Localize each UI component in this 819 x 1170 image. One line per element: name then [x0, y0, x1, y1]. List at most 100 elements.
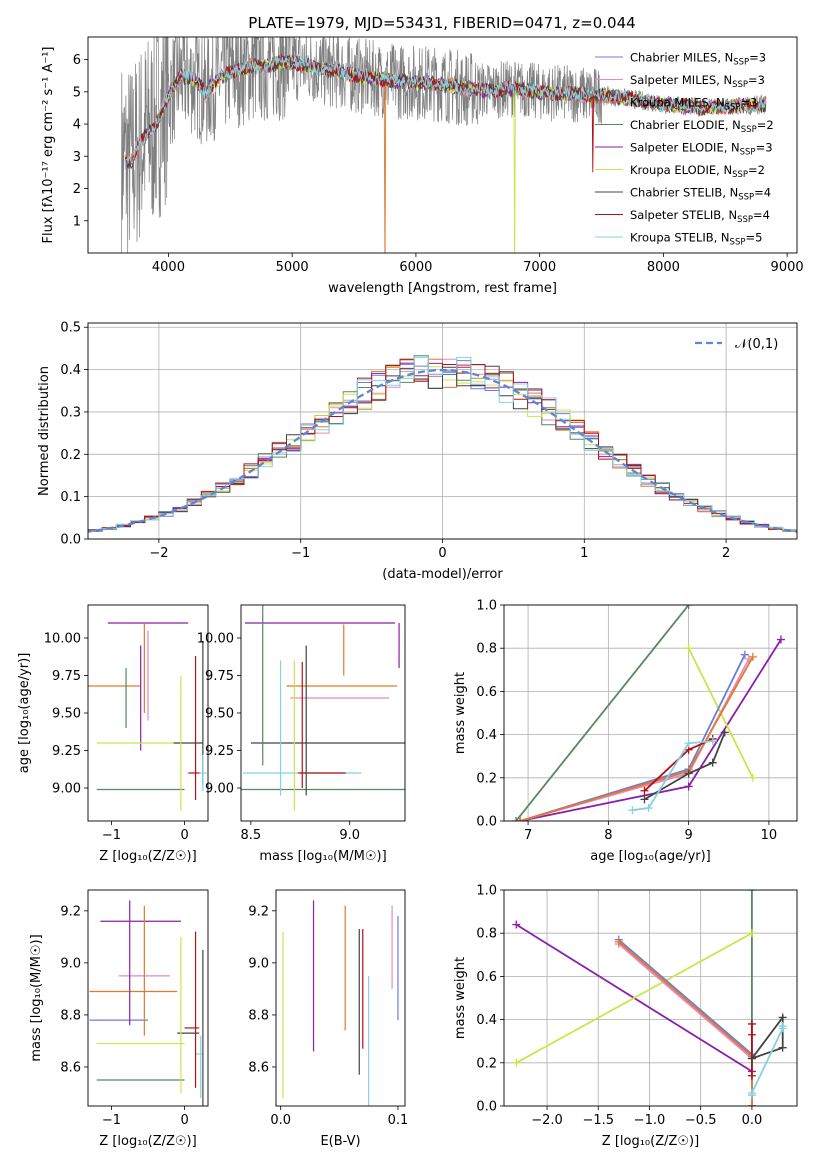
y-tick-label: 0.8: [476, 927, 497, 942]
weight-marker: [628, 806, 637, 815]
y-tick-label: 10.00: [44, 632, 81, 647]
histograms: [88, 355, 797, 534]
legend-label: Kroupa MILES, NSSP=3: [630, 96, 757, 113]
weight-marker: [640, 786, 649, 795]
weight-marker: [747, 1071, 756, 1080]
y-tick-label: 0.0: [60, 533, 81, 548]
errorbars: [88, 622, 207, 811]
weight-marker: [512, 920, 521, 929]
weight-lines: [512, 890, 787, 1106]
axes-frame: [240, 604, 406, 822]
legend-label: Salpeter ELODIE, NSSP=3: [630, 141, 773, 158]
mw_age-panel: 7 8 9 10 0.0 0.2 0.4 0.6 0.8 1.0 age [log₁₀(age/yr…: [453, 599, 798, 864]
x-tick-label: 0: [180, 828, 188, 843]
y-tick-label: 10.00: [197, 632, 234, 647]
errorbars: [241, 605, 405, 811]
weight-lines: [512, 605, 785, 821]
y-tick-label: 9.0: [248, 956, 269, 971]
weight-marker: [512, 1058, 521, 1067]
mass_ebv-panel: 0.0 0.1 8.6 8.8 9.0 9.2 E(B-V): [248, 889, 409, 1149]
weight-line: [515, 605, 690, 821]
x-tick-label: 1: [580, 546, 588, 561]
y-axis-label: age [log₁₀(age/yr)]: [17, 653, 32, 774]
y-tick-label: 0.5: [60, 321, 81, 336]
model-spectrum-salpeter_stelib: [124, 53, 767, 173]
x-tick-label: −1: [102, 828, 121, 843]
weight-marker: [684, 739, 693, 748]
panels: 4000 5000 6000 7000 8000 9000123456wavelength…: [17, 36, 804, 1149]
legend-label: Chabrier STELIB, NSSP=4: [630, 186, 771, 203]
histogram-kroupa_stelib: [88, 356, 797, 534]
y-tick-label: 9.25: [205, 744, 234, 759]
weight-marker: [708, 758, 717, 767]
y-tick-label: 9.75: [52, 669, 81, 684]
y-tick-label: 4: [73, 118, 81, 133]
weight-marker: [708, 737, 717, 746]
axes-frame: [503, 889, 798, 1107]
y-tick-label: 0.0: [476, 815, 497, 830]
x-tick-label: 9: [684, 828, 692, 843]
legend-label: Chabrier MILES, NSSP=3: [630, 51, 766, 68]
y-axis-label: mass weight: [453, 672, 468, 754]
weight-marker: [684, 605, 693, 609]
y-tick-label: 1.0: [476, 884, 497, 899]
x-axis-label: (data-model)/error: [382, 567, 503, 582]
weight-marker: [684, 769, 693, 778]
y-tick-label: 9.2: [248, 904, 269, 919]
weight-marker: [776, 635, 785, 644]
x-axis-label: Z [log₁₀(Z/Z☉)]: [99, 849, 196, 864]
y-tick-label: 0.4: [476, 728, 497, 743]
y-tick-label: 0.8: [476, 642, 497, 657]
y-tick-label: 1: [73, 214, 81, 229]
weight-line: [519, 639, 782, 821]
axes-frame: [87, 889, 209, 1107]
legend-label: Kroupa STELIB, NSSP=5: [630, 231, 762, 248]
legend-label: Chabrier ELODIE, NSSP=2: [630, 118, 774, 135]
y-tick-label: 0.0: [476, 1100, 497, 1115]
weight-marker: [778, 1013, 787, 1022]
x-tick-label: 9.0: [339, 828, 360, 843]
axes-frame: [87, 36, 798, 254]
mass_z-panel: −1 0 8.6 8.8 9.0 9.2 Z [log₁₀(Z/Z☉)] mass [log₁…: [29, 889, 209, 1149]
weight-marker: [747, 1030, 756, 1039]
weight-line: [618, 941, 753, 1106]
y-tick-label: 8.6: [248, 1060, 269, 1075]
spectrum-panel: 4000 5000 6000 7000 8000 9000 1 2 3 4 5 6 wavelength…: [41, 36, 804, 296]
x-axis-label: Z [log₁₀(Z/Z☉)]: [602, 1134, 699, 1149]
y-tick-label: 8.6: [60, 1060, 81, 1075]
x-tick-label: −2.0: [531, 1113, 563, 1128]
legend-label: Kroupa ELODIE, NSSP=2: [630, 163, 765, 180]
legend-label: Salpeter STELIB, NSSP=4: [630, 208, 770, 225]
axes-frame: [87, 604, 209, 822]
y-tick-label: 9.50: [205, 707, 234, 722]
y-tick-label: 0.2: [476, 771, 497, 786]
weight-marker: [512, 817, 521, 821]
weight-line: [618, 943, 753, 1106]
x-tick-label: 8: [604, 828, 612, 843]
weight-line: [519, 654, 746, 821]
y-axis-label: Normed distribution: [37, 366, 52, 496]
y-tick-label: 0.2: [60, 448, 81, 463]
x-tick-label: 2: [722, 546, 730, 561]
age_z-panel: −1 0 9.00 9.25 9.50 9.75 10.00 Z [log₁₀(Z/Z☉)] a…: [17, 604, 209, 864]
weight-line: [644, 732, 726, 801]
y-tick-label: 9.2: [60, 904, 81, 919]
x-axis-label: age [log₁₀(age/yr)]: [590, 849, 711, 864]
weight-marker: [644, 804, 653, 813]
weight-line: [618, 939, 753, 1106]
weight-marker: [747, 929, 756, 938]
age_mass-panel: 8.5 9.0 9.00 9.25 9.50 9.75 10.00 mass [log₁₀(M…: [197, 604, 406, 864]
weight-marker: [778, 1043, 787, 1052]
weight-marker: [748, 773, 757, 782]
x-tick-label: 8000: [647, 260, 680, 275]
y-tick-label: 0.1: [60, 490, 81, 505]
y-tick-label: 0.6: [476, 685, 497, 700]
y-tick-label: 0.4: [476, 1013, 497, 1028]
y-tick-label: 2: [73, 182, 81, 197]
weight-marker: [747, 1102, 756, 1106]
y-tick-label: 9.0: [60, 956, 81, 971]
residuals-panel: −2 −1 0 1 2 0.0 0.1 0.2 0.3 0.4 0.5 (data-model)/er…: [37, 321, 798, 582]
y-tick-label: 8.8: [248, 1008, 269, 1023]
x-tick-label: 0.1: [388, 1113, 409, 1128]
